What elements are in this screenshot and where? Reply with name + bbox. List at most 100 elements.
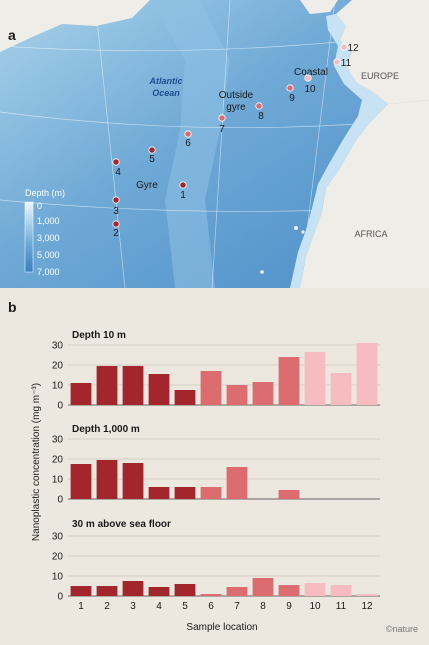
ocean-label-line1: Atlantic	[148, 76, 182, 86]
bar	[330, 585, 352, 596]
y-tick-label: 30	[52, 532, 64, 543]
sample-site-label: 9	[289, 93, 295, 104]
x-tick-label: 11	[336, 601, 347, 612]
sample-site-label: 1	[180, 190, 186, 201]
x-tick-label: 6	[208, 601, 214, 612]
x-tick-label: 9	[286, 601, 292, 612]
sample-site-marker	[148, 146, 156, 154]
depth-tick-label: 7,000	[37, 267, 60, 277]
bar	[226, 467, 248, 499]
y-tick-label: 20	[52, 361, 64, 372]
greenland-landmass	[300, 0, 338, 14]
x-tick-label: 4	[156, 601, 162, 612]
ocean-label-line2: Ocean	[152, 88, 180, 98]
bar	[122, 581, 144, 596]
outside-gyre-label-line1: Outside	[219, 90, 254, 101]
depth-tick-labels: 0 1,000 3,000 5,000 7,000	[37, 201, 60, 277]
sample-site-marker	[179, 181, 187, 189]
bar	[70, 464, 92, 499]
sample-site-marker	[218, 114, 226, 122]
sample-site-marker	[286, 84, 294, 92]
bar	[330, 373, 352, 405]
x-tick-label: 12	[361, 601, 373, 612]
island	[294, 226, 298, 230]
outside-gyre-label-line2: gyre	[226, 102, 246, 113]
bar	[252, 382, 274, 405]
bar	[278, 585, 300, 596]
africa-landmass	[300, 100, 429, 288]
africa-label: AFRICA	[354, 229, 387, 239]
x-tick-label: 1	[78, 601, 84, 612]
sample-site-marker	[112, 158, 120, 166]
y-tick-label: 20	[52, 552, 64, 563]
bar	[304, 583, 326, 596]
sample-site-label: 2	[113, 228, 119, 239]
sample-site-label: 5	[149, 154, 155, 165]
sample-site-marker	[184, 130, 192, 138]
europe-landmass	[336, 0, 429, 104]
sample-site-label: 10	[304, 84, 316, 95]
y-tick-label: 10	[52, 475, 64, 486]
y-tick-label: 20	[52, 455, 64, 466]
bar	[148, 587, 170, 596]
continental-shelf	[290, 14, 388, 288]
sample-site-marker	[304, 74, 312, 82]
bar	[96, 460, 118, 499]
bar-charts: Depth 10 m 0 10 20 30 Depth 1,000 m 0 10 20 30 30 …	[52, 330, 380, 612]
depth-legend: Depth (m) 0 1,000 3,000 5,000 7,000	[24, 188, 65, 277]
y-tick-label: 30	[52, 435, 64, 446]
series-title: Depth 10 m	[72, 330, 126, 341]
sample-site-label: 7	[219, 124, 225, 135]
island	[301, 230, 305, 234]
y-axis-title: Nanoplastic concentration (mg m⁻³)	[31, 383, 42, 541]
series-title: 30 m above sea floor	[72, 519, 171, 530]
bar	[148, 374, 170, 405]
nature-credit: ©nature	[386, 624, 418, 634]
bar	[96, 366, 118, 405]
x-tick-label: 5	[182, 601, 188, 612]
sample-site-marker	[333, 58, 341, 66]
bar	[356, 594, 378, 596]
sample-site-marker	[340, 43, 348, 51]
bar	[148, 487, 170, 499]
sample-site-label: 6	[185, 138, 191, 149]
depth-color-bar	[24, 201, 34, 273]
x-axis-title: Sample location	[186, 622, 257, 633]
bar	[278, 490, 300, 499]
x-tick-label: 10	[309, 601, 321, 612]
y-tick-label: 10	[52, 381, 64, 392]
depth-tick-label: 1,000	[37, 216, 60, 226]
depth-legend-title: Depth (m)	[25, 188, 65, 198]
island	[260, 270, 264, 274]
bar	[174, 584, 196, 596]
bar	[122, 463, 144, 499]
panel-a-label: a	[8, 27, 16, 43]
y-tick-label: 0	[57, 401, 63, 412]
bar	[96, 586, 118, 596]
coastal-label: Coastal	[294, 67, 328, 78]
sample-site-marker	[112, 196, 120, 204]
bar	[278, 357, 300, 405]
bar	[252, 578, 274, 596]
sample-site-marker	[255, 102, 263, 110]
chart-panel: 30 m above sea floor 0 10 20 30	[52, 519, 380, 603]
x-tick-label: 2	[104, 601, 110, 612]
series-title: Depth 1,000 m	[72, 424, 140, 435]
depth-tick-label: 0	[37, 201, 42, 211]
map-panel: a Atlantic Ocean Outside gyre Gyre Coast…	[0, 0, 429, 288]
sample-site-label: 8	[258, 111, 264, 122]
y-tick-label: 0	[57, 592, 63, 603]
x-tick-label: 7	[234, 601, 240, 612]
bar	[356, 343, 378, 405]
bar	[70, 383, 92, 405]
chart-panel: Depth 10 m 0 10 20 30	[52, 330, 380, 412]
europe-label: EUROPE	[361, 71, 399, 81]
gyre-label: Gyre	[136, 180, 158, 191]
bar	[174, 390, 196, 405]
bar	[200, 371, 222, 405]
bar	[70, 586, 92, 596]
bar	[200, 594, 222, 596]
bar	[122, 366, 144, 405]
